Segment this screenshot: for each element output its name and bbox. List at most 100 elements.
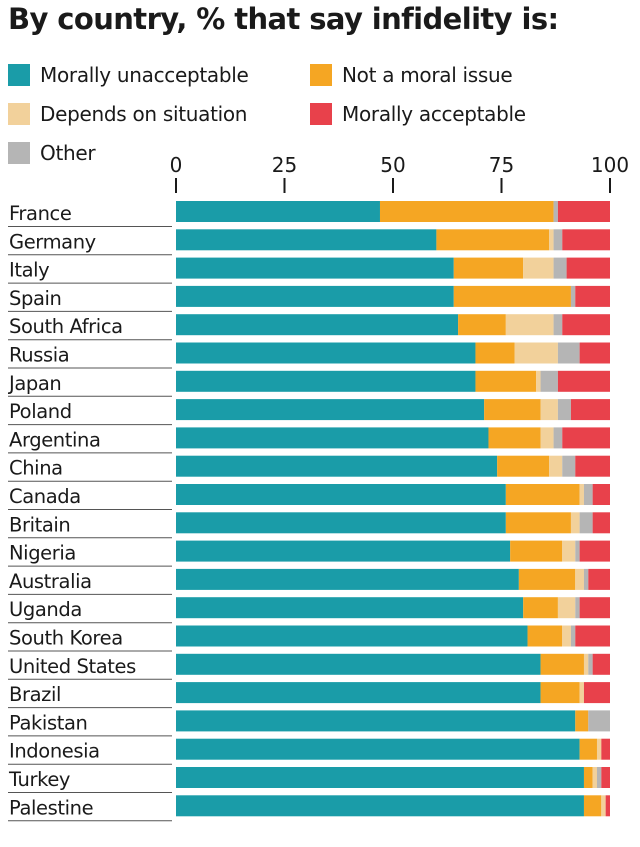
country-label: China	[9, 457, 63, 480]
country-label: Palestine	[9, 796, 93, 819]
country-label: Pakistan	[9, 711, 87, 734]
bar-segment	[536, 370, 541, 392]
bar-segment	[570, 285, 576, 307]
bar-segment	[505, 314, 554, 336]
bar-segment	[601, 795, 606, 817]
bar-segment	[176, 653, 541, 675]
bar-segment	[453, 257, 524, 279]
bar-segment	[562, 540, 576, 562]
bar-segment	[549, 455, 563, 477]
country-label: South Korea	[9, 627, 123, 650]
bar-segment	[562, 455, 576, 477]
bar-segment	[176, 427, 489, 449]
legend-swatch	[310, 103, 332, 125]
bar-segment	[579, 342, 610, 364]
bar-segment	[583, 568, 589, 590]
country-label: Russia	[9, 344, 69, 367]
bar-segment	[176, 455, 498, 477]
bar-segment	[518, 568, 576, 590]
bar-segment	[505, 512, 571, 534]
bar-segment	[475, 370, 537, 392]
country-label: Japan	[7, 372, 61, 395]
bar-segment	[176, 399, 485, 421]
bar-segment	[488, 427, 541, 449]
bar-segment	[553, 229, 563, 251]
bar-segment	[540, 682, 580, 704]
legend-swatch	[8, 142, 30, 164]
bar-segment	[176, 370, 476, 392]
bar-segment	[579, 484, 584, 505]
bar-segment	[596, 738, 602, 760]
bar-segment	[176, 201, 380, 222]
bar-segment	[596, 767, 602, 788]
bar-segment	[176, 682, 541, 704]
country-label: Nigeria	[9, 542, 76, 565]
bar-segment	[575, 455, 610, 477]
bar-segment	[176, 767, 584, 788]
bar-segment	[583, 795, 602, 817]
legend-label: Not a moral issue	[342, 63, 513, 87]
country-label: Argentina	[9, 428, 101, 451]
bar-segment	[592, 653, 610, 675]
bar-segment	[176, 710, 576, 732]
bar-segment	[540, 370, 558, 392]
bar-segment	[540, 427, 554, 449]
bar-segment	[583, 767, 593, 788]
bar-segment	[557, 342, 580, 364]
country-label: Spain	[9, 287, 61, 310]
bar-segment	[575, 540, 580, 562]
country-label: Poland	[9, 400, 72, 423]
bar-segment	[579, 512, 593, 534]
bar-segment	[579, 540, 610, 562]
bar-segment	[553, 314, 563, 336]
bar-segment	[583, 484, 593, 505]
bar-segment	[557, 399, 571, 421]
bar-segment	[592, 484, 610, 505]
bar-segment	[588, 568, 610, 590]
country-label: Indonesia	[9, 740, 100, 763]
country-label: France	[9, 202, 71, 225]
country-label: Brazil	[9, 683, 61, 706]
bar-segment	[579, 597, 610, 619]
bar-segment	[176, 484, 506, 505]
bar-segment	[588, 710, 610, 732]
bar-segment	[566, 257, 610, 279]
legend-swatch	[8, 103, 30, 125]
bar-segment	[575, 625, 610, 647]
bar-segment	[575, 597, 580, 619]
legend-morally-unacceptable: Morally unacceptable	[8, 61, 249, 89]
legend-label: Other	[40, 141, 96, 165]
bar-segment	[176, 540, 511, 562]
bar-segment	[176, 597, 524, 619]
legend-swatch	[310, 64, 332, 86]
bar-segment	[523, 597, 558, 619]
bar-segment	[553, 201, 558, 222]
bar-segment	[579, 682, 584, 704]
bar-segment	[176, 625, 528, 647]
bar-segment	[575, 710, 589, 732]
chart-title: By country, % that say infidelity is:	[8, 2, 559, 36]
bar-segment	[484, 399, 541, 421]
bar-segment	[601, 767, 610, 788]
bar-segment	[557, 597, 576, 619]
bar-segment	[562, 427, 610, 449]
bar-segment	[562, 314, 610, 336]
bar-segment	[553, 257, 567, 279]
bar-segment	[562, 625, 571, 647]
bar-segment	[176, 568, 519, 590]
bar-segment	[475, 342, 515, 364]
bar-segment	[176, 229, 437, 251]
bar-segment	[540, 399, 558, 421]
bar-segment	[540, 653, 584, 675]
bar-segment	[570, 399, 610, 421]
bar-segment	[557, 370, 610, 392]
country-label: South Africa	[9, 315, 123, 338]
bar-segment	[553, 427, 563, 449]
bar-segment	[514, 342, 558, 364]
country-label: Uganda	[9, 598, 82, 621]
bar-segment	[579, 738, 597, 760]
bar-segment	[592, 767, 597, 788]
bar-segment	[176, 285, 454, 307]
bar-segment	[549, 229, 554, 251]
